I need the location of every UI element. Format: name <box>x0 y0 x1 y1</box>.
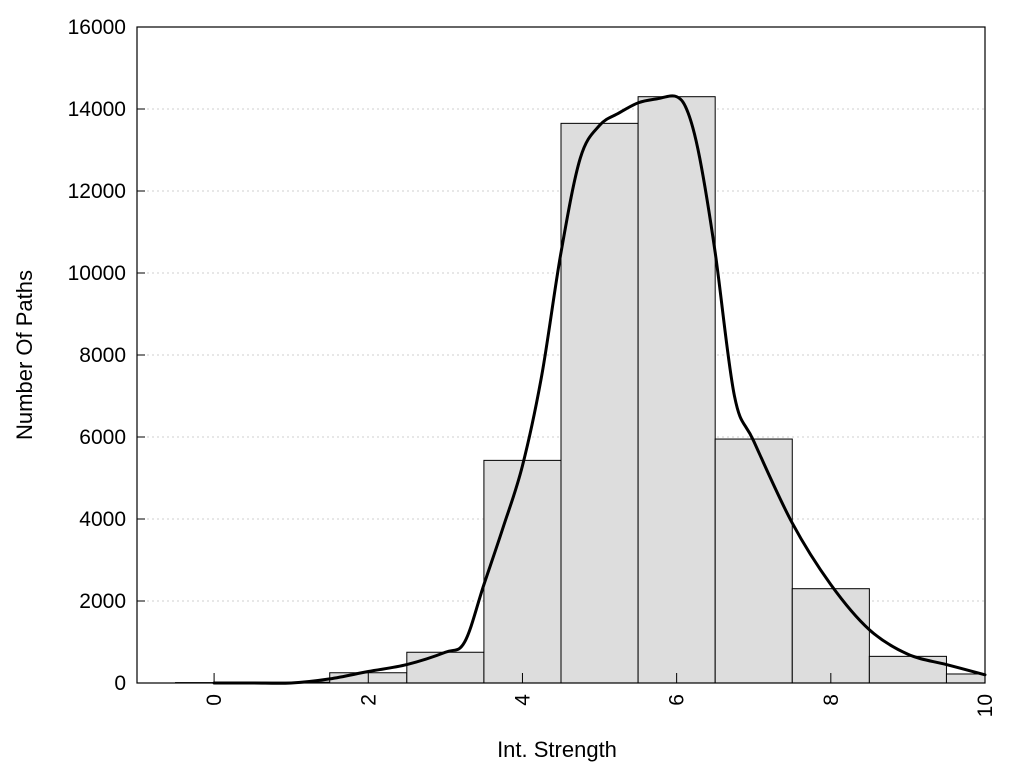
y-tick-label: 12000 <box>68 180 126 203</box>
y-axis-title: Number Of Paths <box>12 270 37 440</box>
y-tick-label: 10000 <box>68 262 126 285</box>
histogram-bar <box>946 674 985 683</box>
histogram-bar <box>792 589 869 683</box>
histogram-bar <box>407 652 484 683</box>
y-axis: 0 2000 4000 6000 8000 10000 12000 14000 16000 <box>68 16 145 695</box>
x-tick-label: 2 <box>357 694 380 706</box>
x-axis-title: Int. Strength <box>497 737 617 762</box>
y-tick-label: 8000 <box>79 344 126 367</box>
bars-layer <box>176 97 985 683</box>
y-tick-label: 4000 <box>79 508 126 531</box>
y-tick-label: 2000 <box>79 590 126 613</box>
histogram-bar <box>715 439 792 683</box>
x-tick-label: 8 <box>820 694 843 706</box>
y-tick-label: 14000 <box>68 98 126 121</box>
x-tick-label: 4 <box>511 694 534 706</box>
y-tick-label: 6000 <box>79 426 126 449</box>
x-tick-label: 6 <box>666 694 689 706</box>
histogram-bar <box>869 656 946 683</box>
x-tick-label: 10 <box>974 694 997 717</box>
y-tick-label: 0 <box>114 672 126 695</box>
x-tick-label: 0 <box>203 694 226 706</box>
histogram-bar <box>561 123 638 683</box>
histogram-bar <box>484 460 561 683</box>
y-tick-label: 16000 <box>68 16 126 39</box>
